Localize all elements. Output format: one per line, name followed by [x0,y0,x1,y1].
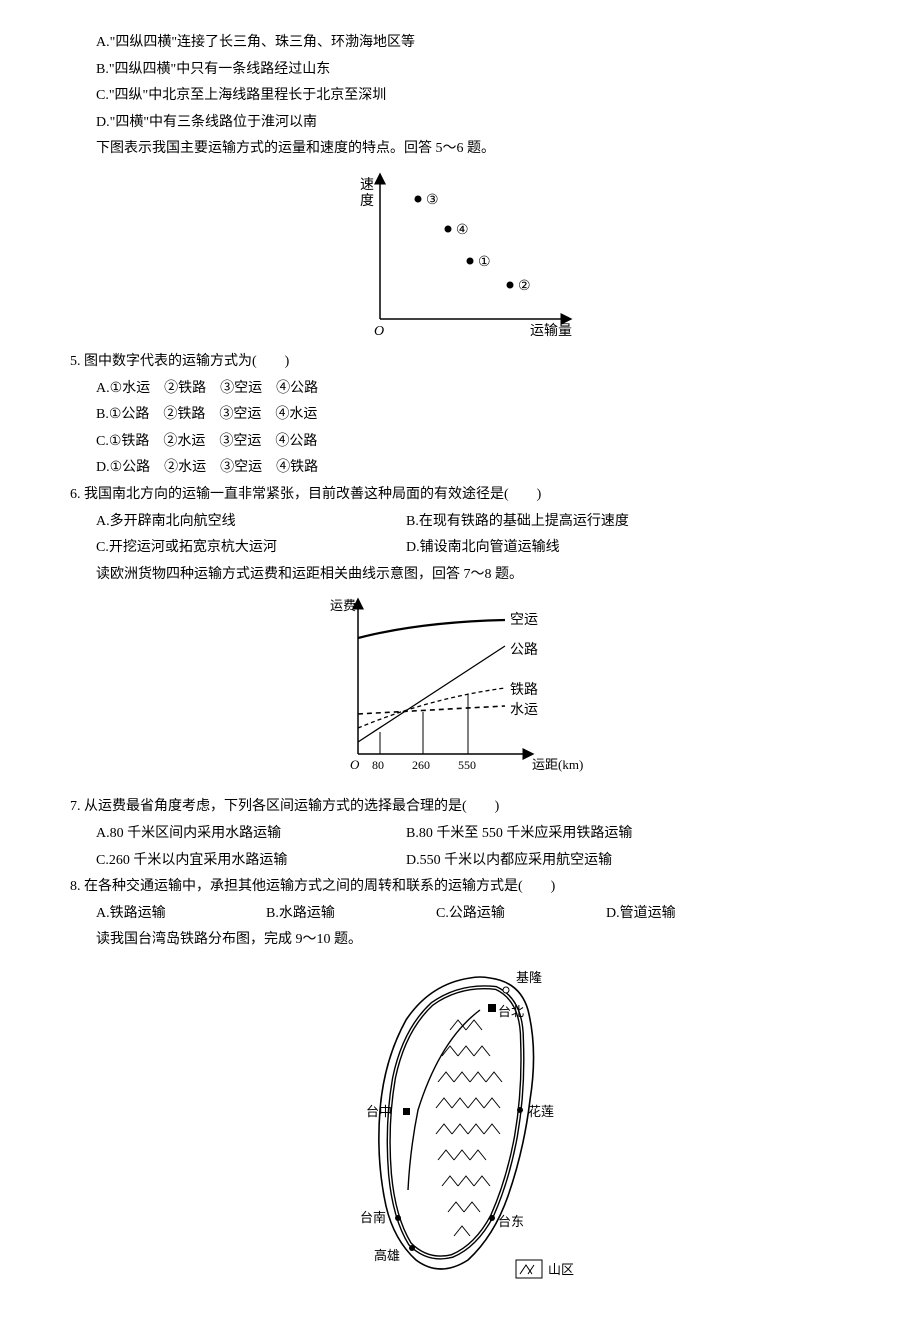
svg-text:①: ① [478,255,491,270]
q6-opt-c: C.开挖运河或拓宽京杭大运河 [96,535,406,562]
intro-7-8: 读欧洲货物四种运输方式运费和运距相关曲线示意图，回答 7～8 题。 [60,562,860,589]
svg-text:度: 度 [360,193,374,209]
intro-9-10: 读我国台湾岛铁路分布图，完成 9～10 题。 [60,927,860,954]
q5-opt-b: B.①公路 ②铁路 ③空运 ④水运 [60,402,860,429]
map-taiwan-rail: 基隆 台北 台中 花莲 台南 高雄 台东 山区 [60,960,860,1290]
q5-opt-a: A.①水运 ②铁路 ③空运 ④公路 [60,376,860,403]
q8-opt-b: B.水路运输 [266,901,436,928]
q8-opt-a: A.铁路运输 [96,901,266,928]
xtick-260: 260 [412,758,430,772]
q7-opt-b: B.80 千米至 550 千米应采用铁路运输 [406,821,632,848]
q8-opt-c: C.公路运输 [436,901,606,928]
q5-stem: 5. 图中数字代表的运输方式为( ) [60,349,860,376]
intro-5-6: 下图表示我国主要运输方式的运量和速度的特点。回答 5～6 题。 [60,136,860,163]
q7-opt-d: D.550 千米以内都应采用航空运输 [406,848,612,875]
q6-stem: 6. 我国南北方向的运输一直非常紧张，目前改善这种局面的有效途径是( ) [60,482,860,509]
chart-speed-volume: 速 度 O 运输量 ③ ④ ① ② [60,169,860,339]
svg-text:④: ④ [456,223,469,238]
label-air: 空运 [510,612,538,628]
q7-opt-a: A.80 千米区间内采用水路运输 [96,821,406,848]
city-taidong-marker [489,1215,495,1221]
xtick-550: 550 [458,758,476,772]
xlabel-distance: 运距(km) [532,757,583,772]
ylabel-speed: 速 [360,177,374,193]
origin-label: O [374,324,384,339]
city-taibei: 台北 [498,1004,524,1019]
city-taizhong-marker [403,1108,410,1115]
city-jilong-marker [503,987,509,993]
city-taibei-marker [488,1004,496,1012]
legend-label: 山区 [548,1262,574,1277]
series-road [358,646,505,742]
point-4: ④ [445,223,469,238]
opt-b: B."四纵四横"中只有一条线路经过山东 [60,57,860,84]
q6-opt-d: D.铺设南北向管道运输线 [406,535,560,562]
label-rail: 铁路 [510,682,538,698]
city-tainan: 台南 [360,1210,386,1225]
series-water [358,706,505,714]
point-2: ② [507,279,531,294]
svg-text:②: ② [518,279,531,294]
xtick-80: 80 [372,758,384,772]
city-gaoxiong-marker [409,1245,415,1251]
chart-cost-distance: 运费 O 运距(km) 80 260 550 空运 公路 铁路 水运 [60,594,860,784]
q7-stem: 7. 从运费最省角度考虑，下列各区间运输方式的选择最合理的是( ) [60,794,860,821]
opt-a: A."四纵四横"连接了长三角、珠三角、环渤海地区等 [60,30,860,57]
city-taidong: 台东 [498,1214,524,1229]
city-hualian-marker [517,1107,523,1113]
svg-text:③: ③ [426,193,439,208]
city-jilong: 基隆 [516,970,542,985]
rail-branch [408,1010,480,1190]
city-taizhong: 台中 [366,1104,392,1119]
origin-label-2: O [350,757,360,772]
label-water: 水运 [510,702,538,718]
label-road: 公路 [510,642,538,658]
q6-opt-b: B.在现有铁路的基础上提高运行速度 [406,509,629,536]
city-tainan-marker [395,1215,401,1221]
city-hualian: 花莲 [528,1104,554,1119]
xlabel-volume: 运输量 [530,323,572,339]
q8-opt-d: D.管道运输 [606,901,776,928]
city-gaoxiong: 高雄 [374,1248,400,1263]
q7-opt-c: C.260 千米以内宜采用水路运输 [96,848,406,875]
q5-opt-c: C.①铁路 ②水运 ③空运 ④公路 [60,429,860,456]
q5-opt-d: D.①公路 ②水运 ③空运 ④铁路 [60,455,860,482]
mountain-hatch [436,1020,502,1236]
series-air [358,620,505,638]
point-3: ③ [415,193,439,208]
ylabel-cost: 运费 [330,598,356,613]
opt-d: D."四横"中有三条线路位于淮河以南 [60,110,860,137]
opt-c: C."四纵"中北京至上海线路里程长于北京至深圳 [60,83,860,110]
point-1: ① [467,255,491,270]
q8-stem: 8. 在各种交通运输中，承担其他运输方式之间的周转和联系的运输方式是( ) [60,874,860,901]
q6-opt-a: A.多开辟南北向航空线 [96,509,406,536]
